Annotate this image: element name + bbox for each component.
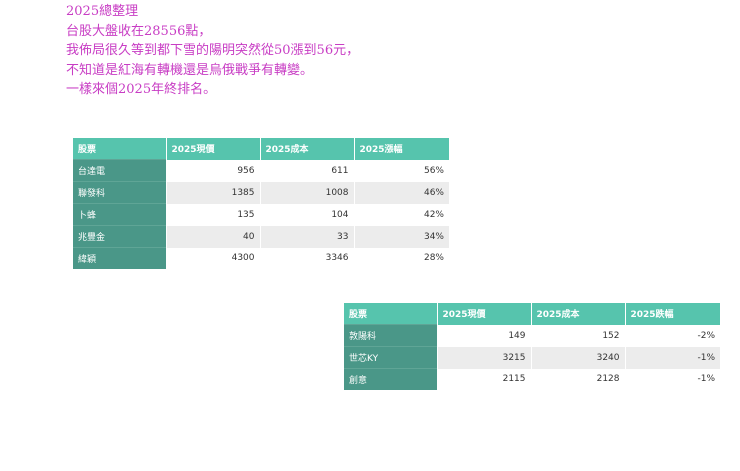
table-row: 敦陽科 149 152 -2% bbox=[344, 324, 720, 347]
stock-name: 台達電 bbox=[73, 159, 166, 182]
price-cell: 4300 bbox=[165, 247, 260, 269]
intro-line: 2025總整理 bbox=[66, 4, 139, 19]
table-row: 卜蜂 135 104 42% bbox=[73, 203, 449, 226]
intro-line: 一樣來個2025年終排名。 bbox=[66, 82, 217, 98]
table-header-row: 股票 2025現價 2025成本 2025跌幅 bbox=[344, 303, 720, 325]
table-header-row: 股票 2025現價 2025成本 2025漲幅 bbox=[73, 138, 449, 160]
price-cell: 40 bbox=[165, 225, 260, 248]
price-cell: 2115 bbox=[436, 368, 531, 390]
cost-cell: 3346 bbox=[259, 247, 354, 269]
table-row: 緯穎 4300 3346 28% bbox=[73, 247, 449, 269]
gain-ranking-table: 股票 2025現價 2025成本 2025漲幅 台達電 956 611 56% … bbox=[73, 138, 449, 269]
intro-line: 台股大盤收在28556點， bbox=[66, 23, 212, 39]
stock-name: 卜蜂 bbox=[73, 203, 166, 226]
header-change: 2025跌幅 bbox=[624, 303, 720, 325]
header-price: 2025現價 bbox=[165, 138, 260, 160]
change-cell: 46% bbox=[353, 181, 449, 204]
change-cell: -1% bbox=[624, 368, 720, 390]
change-cell: 56% bbox=[353, 159, 449, 182]
change-cell: -2% bbox=[624, 324, 720, 347]
table-row: 台達電 956 611 56% bbox=[73, 159, 449, 182]
change-cell: 34% bbox=[353, 225, 449, 248]
table-row: 創意 2115 2128 -1% bbox=[344, 368, 720, 390]
cost-cell: 152 bbox=[530, 324, 625, 347]
intro-text: 2025總整理 台股大盤收在28556點， 我佈局很久等到都下雪的陽明突然從50… bbox=[66, 2, 666, 100]
intro-line: 我佈局很久等到都下雪的陽明突然從50漲到56元， bbox=[66, 43, 360, 59]
header-change: 2025漲幅 bbox=[353, 138, 449, 160]
price-cell: 135 bbox=[165, 203, 260, 226]
stock-name: 兆豐金 bbox=[73, 225, 166, 248]
change-cell: 28% bbox=[353, 247, 449, 269]
cost-cell: 1008 bbox=[259, 181, 354, 204]
stock-name: 敦陽科 bbox=[344, 324, 437, 347]
change-cell: -1% bbox=[624, 346, 720, 369]
table-row: 世芯KY 3215 3240 -1% bbox=[344, 346, 720, 369]
loss-ranking-table: 股票 2025現價 2025成本 2025跌幅 敦陽科 149 152 -2% … bbox=[344, 303, 720, 390]
header-cost: 2025成本 bbox=[259, 138, 354, 160]
change-cell: 42% bbox=[353, 203, 449, 226]
cost-cell: 3240 bbox=[530, 346, 625, 369]
price-cell: 956 bbox=[165, 159, 260, 182]
table-row: 兆豐金 40 33 34% bbox=[73, 225, 449, 248]
cost-cell: 104 bbox=[259, 203, 354, 226]
stock-name: 緯穎 bbox=[73, 247, 166, 269]
price-cell: 3215 bbox=[436, 346, 531, 369]
stock-name: 聯發科 bbox=[73, 181, 166, 204]
cost-cell: 611 bbox=[259, 159, 354, 182]
cost-cell: 2128 bbox=[530, 368, 625, 390]
stock-name: 世芯KY bbox=[344, 346, 437, 369]
stock-name: 創意 bbox=[344, 368, 437, 390]
price-cell: 149 bbox=[436, 324, 531, 347]
header-stock: 股票 bbox=[344, 303, 437, 325]
intro-line: 不知道是紅海有轉機還是烏俄戰爭有轉變。 bbox=[66, 62, 314, 78]
header-price: 2025現價 bbox=[436, 303, 531, 325]
header-stock: 股票 bbox=[73, 138, 166, 160]
header-cost: 2025成本 bbox=[530, 303, 625, 325]
cost-cell: 33 bbox=[259, 225, 354, 248]
table-row: 聯發科 1385 1008 46% bbox=[73, 181, 449, 204]
price-cell: 1385 bbox=[165, 181, 260, 204]
